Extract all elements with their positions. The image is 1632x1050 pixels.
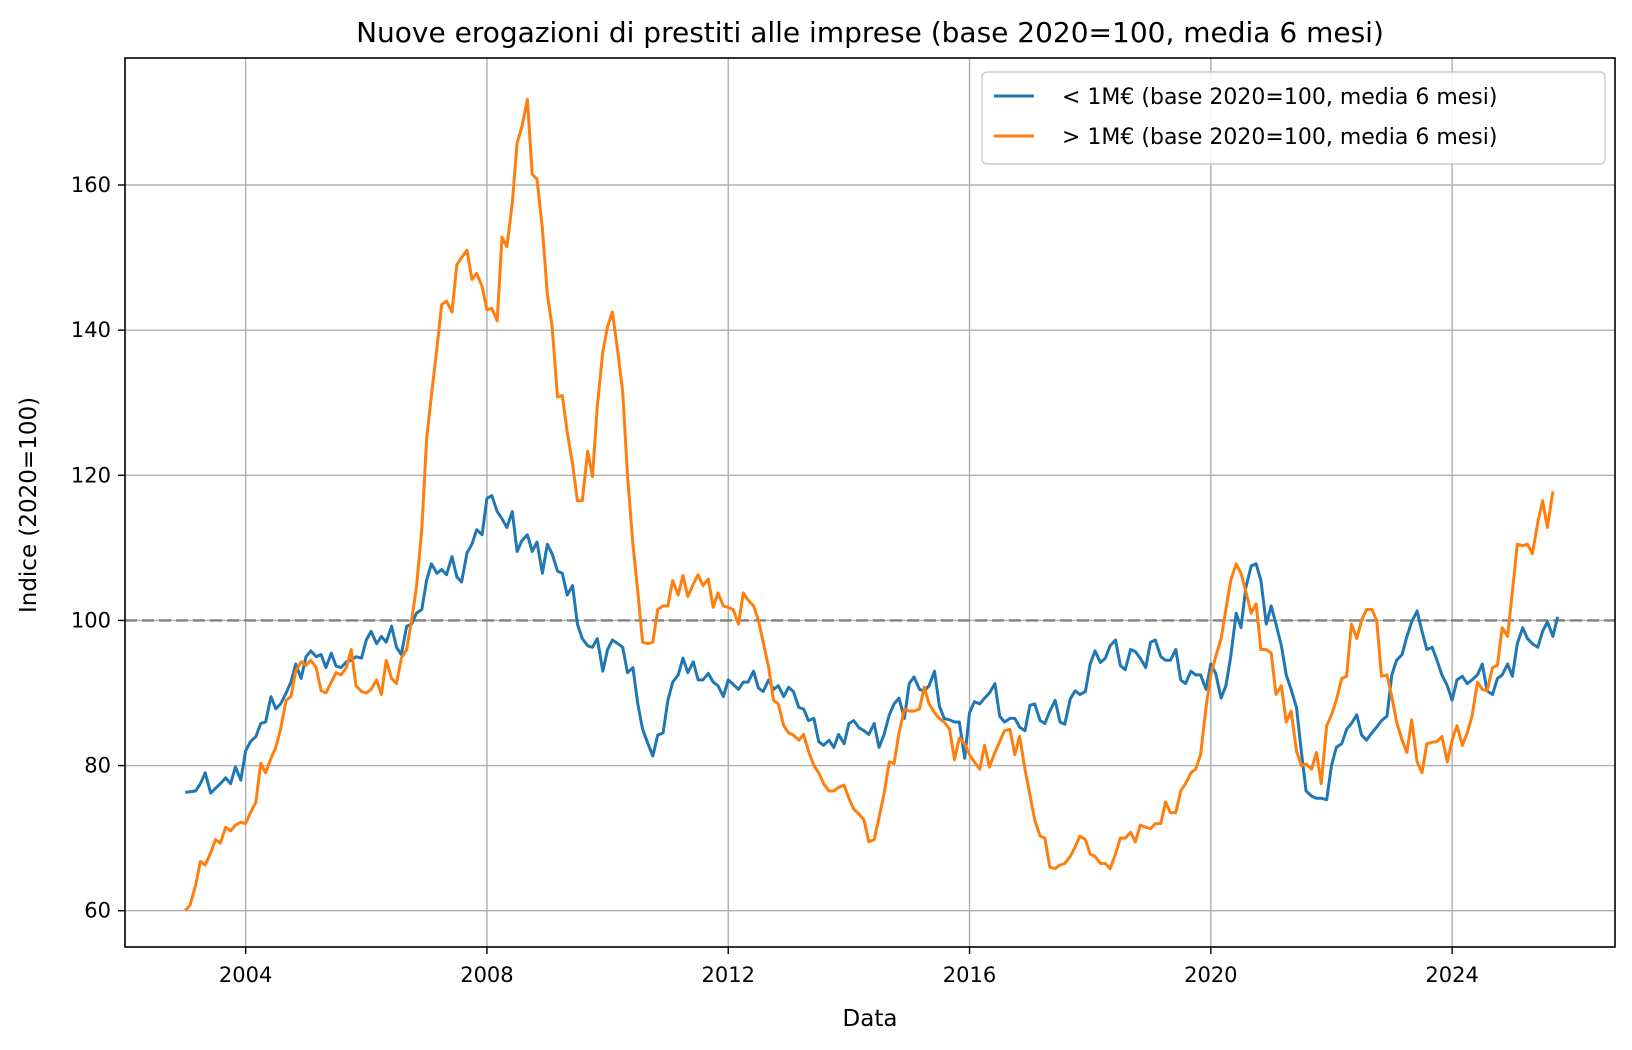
x-tick-label: 2008 xyxy=(460,963,513,987)
legend: < 1M€ (base 2020=100, media 6 mesi) > 1M€… xyxy=(981,71,1606,165)
x-tick-label: 2016 xyxy=(943,963,996,987)
plot-area-frame xyxy=(124,57,1616,948)
y-tick-label: 160 xyxy=(71,173,111,197)
y-axis: 60 80 100 120 140 160 xyxy=(71,173,125,923)
chart-title: Nuove erogazioni di prestiti alle impres… xyxy=(356,16,1384,49)
x-axis: 2004 2008 2012 2016 2020 2024 xyxy=(219,947,1479,987)
y-tick-label: 100 xyxy=(71,608,111,632)
y-tick-label: 140 xyxy=(71,318,111,342)
y-tick-label: 80 xyxy=(84,754,111,778)
x-axis-label: Data xyxy=(843,1006,898,1032)
x-tick-label: 2004 xyxy=(219,963,272,987)
x-tick-label: 2024 xyxy=(1425,963,1478,987)
x-tick-label: 2020 xyxy=(1184,963,1237,987)
series-line-1 xyxy=(185,494,1560,802)
x-tick-label: 2012 xyxy=(702,963,755,987)
y-axis-label: Indice (2020=100) xyxy=(16,397,42,613)
legend-label-1: < 1M€ (base 2020=100, media 6 mesi) xyxy=(1062,85,1497,110)
y-tick-label: 120 xyxy=(71,463,111,487)
y-tick-label: 60 xyxy=(84,899,111,923)
legend-box xyxy=(981,71,1606,165)
series-group xyxy=(184,97,1560,912)
series-line-2 xyxy=(184,97,1555,912)
legend-label-2: > 1M€ (base 2020=100, media 6 mesi) xyxy=(1062,125,1497,150)
